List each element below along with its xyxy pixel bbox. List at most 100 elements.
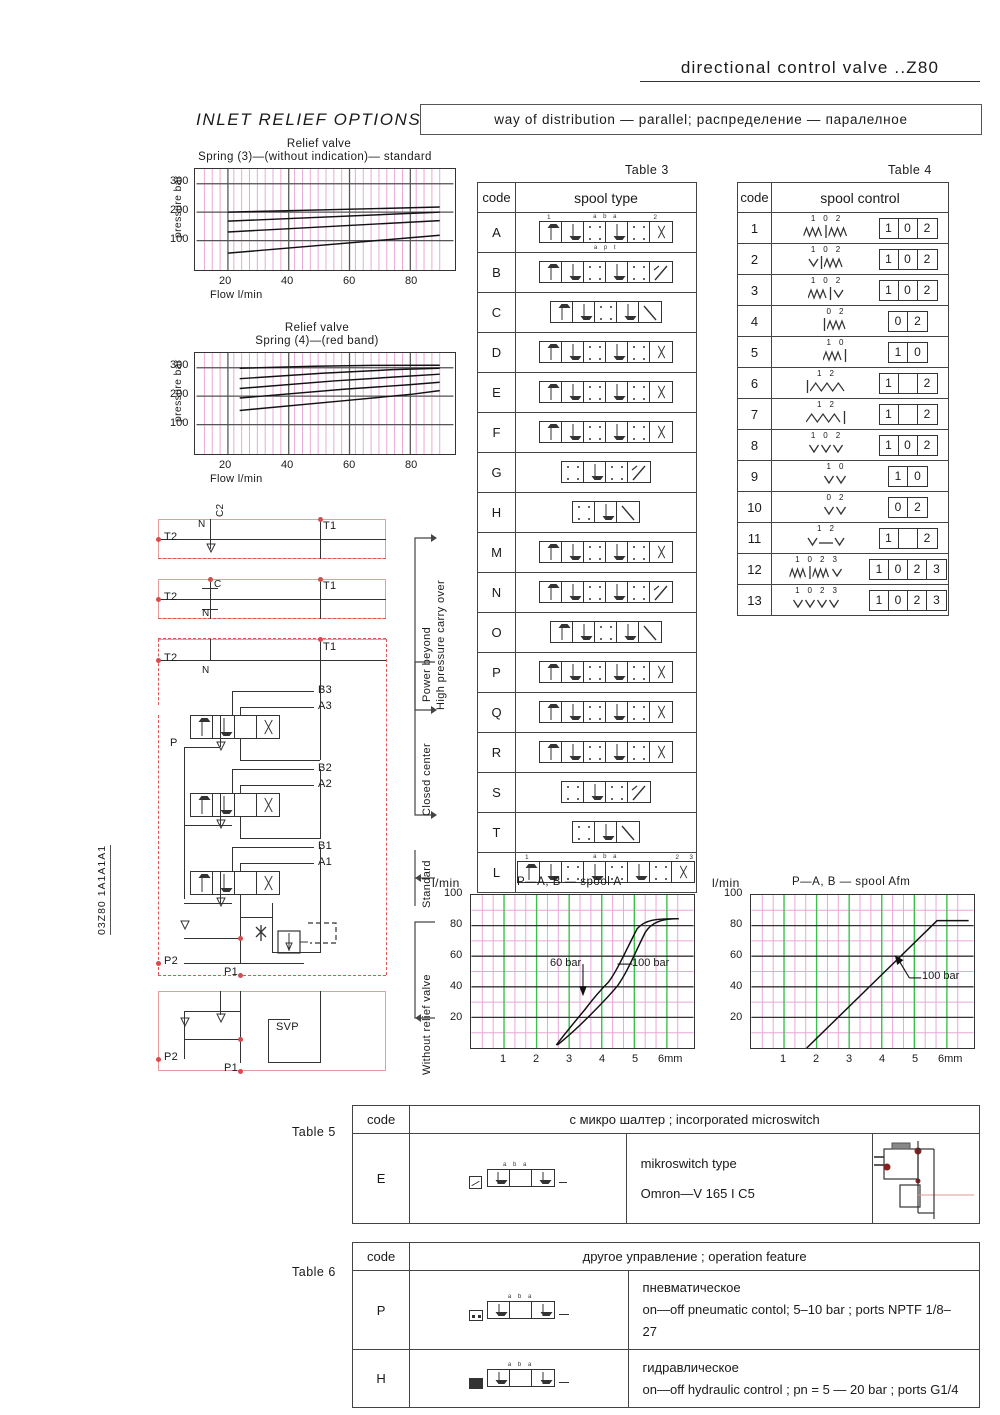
table3-symbol-cell (515, 252, 697, 293)
spool-position-box: 1 (880, 404, 899, 424)
spool-box (550, 621, 662, 643)
table-row: 13 1 0 2 3 1 0 2 3 (737, 584, 949, 616)
spool-cell (532, 1302, 554, 1318)
detent-icon (831, 567, 843, 582)
spool-position-number: 2 (835, 276, 841, 285)
spool-position-box: 1 (870, 590, 889, 610)
spool-position-box: 2 (923, 375, 931, 390)
spool-position-number: 1 (810, 431, 816, 440)
wire (232, 691, 314, 693)
spool-box (561, 461, 651, 483)
hydraulic-circuit-diagram: T2 T1 N C2 T2 T1 C N T2 T1 N B3 A3 (120, 504, 420, 1075)
spool-port-labels-top: a b a (593, 854, 619, 860)
spool-symbol (539, 334, 673, 371)
spool-cell (584, 862, 606, 882)
spring-icon (805, 412, 842, 427)
table-row: B (477, 252, 697, 293)
circuit-label-t1: T1 (323, 520, 337, 532)
circuit-block-closed-center (158, 639, 386, 640)
table3-code-cell: E (477, 372, 516, 413)
spool-cell (650, 582, 672, 602)
wire (220, 871, 222, 903)
spool-position-box: 1 (880, 373, 899, 393)
ytick: 200 (170, 388, 189, 400)
spool-cell (488, 1301, 511, 1318)
spool-position-number: 3 (832, 555, 837, 564)
spool-box (517, 861, 695, 883)
detent-icon (832, 443, 843, 458)
spool-cell (562, 542, 584, 562)
xtick: 60 (343, 275, 356, 287)
spool-cell (628, 422, 650, 442)
table4-header-code: code (737, 182, 772, 213)
wire (240, 739, 242, 761)
table3-code-cell: D (477, 332, 516, 373)
ytick: 100 (170, 417, 189, 429)
spool-symbol-microswitch: a b a (469, 1162, 567, 1195)
spool-cell (584, 382, 606, 402)
spring-icon (806, 288, 828, 303)
spring-icon (827, 226, 848, 241)
spool-position-number: 2 (839, 307, 844, 316)
spool-symbol (539, 654, 673, 691)
circuit-label-t1: T1 (323, 580, 337, 592)
wire (240, 785, 242, 795)
spool-position-box: 0 (889, 311, 908, 331)
spool-cell (540, 702, 562, 722)
wire (184, 747, 220, 749)
spool-cell (540, 422, 562, 442)
detent-icon (835, 474, 847, 489)
table4-code-cell: 11 (737, 522, 772, 554)
table-row: S (477, 772, 697, 813)
spool-cell (532, 1170, 554, 1186)
check-valve-icon (180, 920, 190, 930)
xtick: 20 (219, 275, 232, 287)
circuit-label-t2: T2 (164, 531, 178, 543)
table3-symbol-cell (515, 652, 697, 693)
chart-ylabel: l/min (432, 876, 460, 890)
spool-box (539, 581, 673, 603)
spool-position-number: 1 (826, 338, 831, 347)
wire (220, 715, 222, 747)
table5-text-line1: mikroswitch type (640, 1155, 737, 1171)
spool-position-box: 0 (899, 435, 918, 455)
brace-label-group: Power beyond High pressure carry over Cl… (395, 530, 465, 1080)
table3-symbol-cell (515, 292, 697, 333)
wire (184, 825, 232, 827)
detent-icon (820, 443, 831, 458)
ytick: 80 (450, 918, 463, 930)
spool-position-number: 2 (829, 369, 834, 378)
table6-code-header: code (351, 1242, 411, 1271)
spool-position-number: 0 (823, 431, 828, 440)
spool-position-box: 1 (880, 218, 899, 238)
spool-cell (510, 1301, 533, 1318)
spool-position-box: 3 (933, 561, 940, 576)
spool-position-box: 0 (899, 249, 918, 269)
spool-symbol (539, 414, 673, 451)
spool-position-box: 1 (870, 559, 889, 579)
port-node (156, 537, 161, 542)
spool-symbol (572, 814, 640, 851)
table4-header-spool-control: spool control (771, 182, 949, 213)
spring-icon (822, 257, 844, 272)
chart-ylabel: l/min (712, 876, 740, 890)
center-bar-icon (829, 287, 832, 303)
chart-flow-spool-a: l/min P—A, B — spool A (432, 876, 702, 1076)
table3-code-cell: R (477, 732, 516, 773)
spring-icon (811, 567, 831, 582)
spool-position-number: 0 (826, 493, 831, 502)
spool-position-number: 1 (795, 555, 800, 564)
spool-position-number: 0 (826, 307, 831, 316)
spool-position-number: 0 (807, 555, 812, 564)
